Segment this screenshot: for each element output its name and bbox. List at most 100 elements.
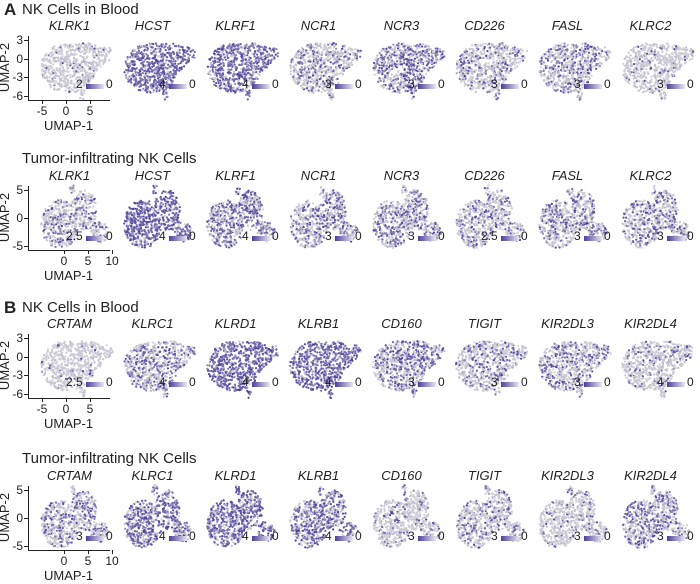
cell-point bbox=[143, 74, 146, 77]
cell-point bbox=[264, 49, 267, 52]
cell-point bbox=[624, 72, 627, 76]
cell-point bbox=[327, 43, 330, 46]
cell-point bbox=[136, 51, 139, 54]
cell-point bbox=[218, 58, 221, 61]
cell-point bbox=[577, 67, 580, 70]
legend-max: 4 bbox=[159, 77, 166, 91]
cell-point bbox=[129, 79, 132, 82]
cell-point bbox=[570, 67, 573, 70]
cell-point bbox=[596, 46, 599, 49]
cell-point bbox=[633, 75, 636, 78]
cell-point bbox=[424, 51, 427, 54]
cell-point bbox=[253, 43, 256, 46]
cell-point bbox=[320, 64, 323, 67]
cell-point bbox=[561, 55, 564, 59]
cell-point bbox=[140, 51, 143, 54]
cell-point bbox=[233, 45, 236, 48]
cell-point bbox=[146, 57, 149, 60]
cell-point bbox=[139, 78, 142, 81]
cell-point bbox=[568, 82, 571, 85]
cell-point bbox=[89, 47, 92, 50]
cell-point bbox=[397, 53, 400, 56]
cell-point bbox=[223, 82, 226, 85]
cell-point bbox=[186, 50, 189, 53]
cell-point bbox=[567, 55, 570, 58]
cell-point bbox=[158, 76, 161, 79]
cell-point bbox=[100, 50, 103, 53]
cell-point bbox=[131, 60, 134, 63]
cell-point bbox=[412, 63, 415, 66]
cell-point bbox=[313, 57, 316, 60]
cell-point bbox=[506, 67, 509, 70]
cell-point bbox=[213, 50, 216, 53]
cell-point bbox=[312, 72, 315, 75]
cell-point bbox=[136, 58, 139, 61]
cell-point bbox=[539, 66, 542, 69]
cell-point bbox=[419, 43, 422, 46]
cell-point bbox=[465, 53, 468, 56]
cell-point bbox=[566, 63, 569, 66]
cell-point bbox=[239, 71, 242, 74]
cell-point bbox=[466, 79, 469, 83]
cell-point bbox=[239, 63, 242, 66]
cell-point bbox=[456, 61, 459, 64]
cell-point bbox=[321, 52, 324, 55]
cell-point bbox=[552, 77, 556, 81]
cell-point bbox=[132, 48, 135, 51]
cell-point bbox=[479, 82, 482, 85]
cell-point bbox=[461, 75, 464, 78]
cell-point bbox=[95, 47, 98, 50]
cell-point bbox=[297, 56, 300, 59]
cell-point bbox=[52, 59, 55, 62]
cell-point bbox=[253, 55, 256, 58]
cell-point bbox=[426, 59, 429, 62]
cell-point bbox=[546, 78, 549, 81]
cell-point bbox=[470, 84, 473, 87]
cell-point bbox=[227, 68, 230, 71]
cell-point bbox=[378, 60, 381, 63]
cell-point bbox=[182, 50, 186, 53]
cell-point bbox=[324, 59, 327, 62]
cell-point bbox=[333, 71, 336, 74]
cell-point bbox=[352, 52, 355, 55]
cell-point bbox=[578, 48, 581, 51]
cell-point bbox=[406, 59, 409, 63]
cell-point bbox=[312, 80, 315, 83]
cell-point bbox=[420, 45, 424, 48]
cell-point bbox=[142, 60, 146, 63]
cell-point bbox=[378, 66, 381, 69]
cell-point bbox=[72, 75, 75, 78]
cell-point bbox=[77, 47, 80, 50]
cell-point bbox=[139, 79, 142, 83]
cell-point bbox=[85, 48, 88, 51]
cell-point bbox=[301, 61, 304, 65]
cell-point bbox=[332, 42, 335, 45]
cell-point bbox=[69, 43, 72, 46]
cell-point bbox=[41, 58, 44, 61]
cell-point bbox=[146, 81, 149, 84]
cell-point bbox=[46, 77, 49, 80]
cell-point bbox=[597, 63, 600, 66]
cell-point bbox=[156, 69, 159, 72]
cell-point bbox=[548, 55, 551, 59]
cell-point bbox=[324, 73, 327, 76]
cell-point bbox=[439, 50, 442, 53]
cell-point bbox=[134, 70, 137, 73]
cell-point bbox=[167, 46, 170, 49]
cell-point bbox=[497, 89, 500, 92]
cell-point bbox=[554, 68, 557, 71]
cell-point bbox=[181, 60, 184, 63]
cell-point bbox=[549, 53, 552, 56]
cell-point bbox=[320, 71, 323, 74]
legend-max: 4 bbox=[242, 77, 249, 91]
cell-point bbox=[429, 61, 432, 64]
cell-point bbox=[81, 73, 84, 76]
cell-point bbox=[546, 65, 549, 68]
cell-point bbox=[81, 55, 84, 59]
cell-point bbox=[161, 82, 164, 85]
cell-point bbox=[485, 54, 488, 57]
cell-point bbox=[305, 49, 308, 52]
cell-point bbox=[594, 52, 597, 55]
cell-point bbox=[93, 55, 96, 58]
cell-point bbox=[468, 61, 471, 64]
